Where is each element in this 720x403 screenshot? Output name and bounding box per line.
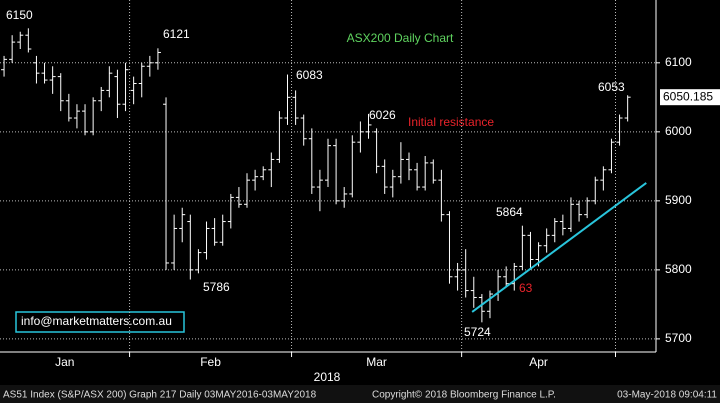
- annotation: 6150: [6, 8, 33, 22]
- y-tick-label: 6100: [665, 55, 692, 69]
- annotation: 6053: [598, 80, 625, 94]
- annotation: 5724: [464, 325, 491, 339]
- watermark: info@marketmatters.com.au: [21, 314, 172, 328]
- y-tick-label: 5800: [665, 262, 692, 276]
- last-value-box: [660, 89, 720, 106]
- watermark-box: [15, 311, 185, 333]
- annotation: 5864: [496, 205, 523, 219]
- x-tick-label: Jan: [55, 355, 74, 369]
- annotation: 6026: [369, 108, 396, 122]
- footer-left: AS51 Index (S&P/ASX 200) Graph 217 Daily…: [3, 390, 317, 401]
- y-tick-label: 5700: [665, 331, 692, 345]
- x-tick-label: Mar: [366, 355, 387, 369]
- annotation: 5786: [203, 280, 230, 294]
- x-tick-label: Apr: [529, 355, 548, 369]
- x-tick-label: Feb: [200, 355, 221, 369]
- annotation: 63: [519, 281, 533, 295]
- annotation: 6083: [296, 68, 323, 82]
- y-tick-label: 6000: [665, 124, 692, 138]
- annotation: Initial resistance: [408, 115, 494, 129]
- trendline: [471, 182, 647, 313]
- last-value-label: 6050.185: [663, 89, 713, 103]
- footer-bar: [0, 385, 720, 403]
- chart-title: ASX200 Daily Chart: [347, 31, 454, 45]
- y-tick-label: 5900: [665, 193, 692, 207]
- x-axis-label: 2018: [314, 370, 341, 384]
- annotation: 6121: [163, 27, 190, 41]
- footer-middle: Copyright© 2018 Bloomberg Finance L.P.: [372, 390, 556, 401]
- footer-right: 03-May-2018 09:04:11: [617, 390, 717, 401]
